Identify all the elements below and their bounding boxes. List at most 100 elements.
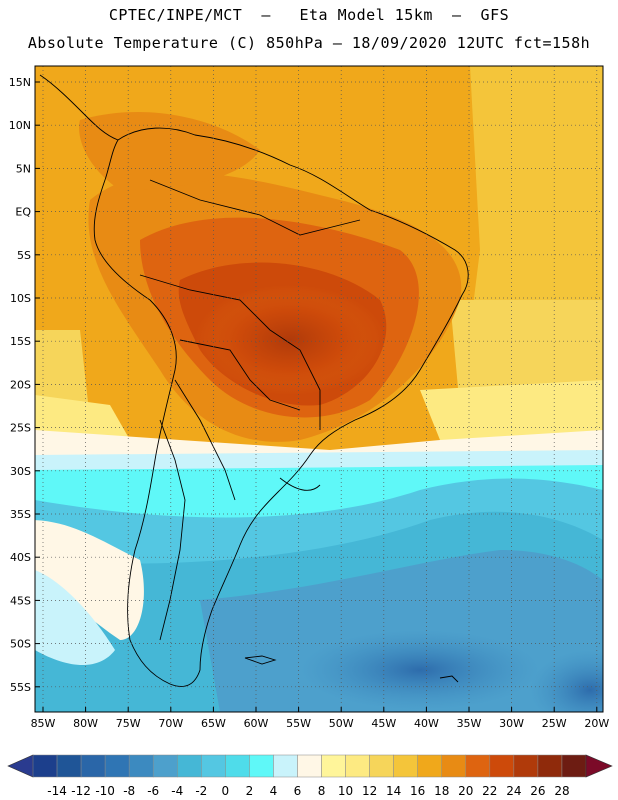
lat-label: 5S <box>17 249 31 262</box>
chart-title-line-1: CPTEC/INPE/MCT – Eta Model 15km – GFS <box>108 6 510 24</box>
field-hot-core <box>195 285 385 395</box>
field-patagonia-mild <box>35 570 115 665</box>
colorbar-label: 26 <box>530 784 545 798</box>
colorbar-swatch <box>32 754 58 778</box>
colorbar-label: -14 <box>47 784 67 798</box>
colorbar-swatch <box>321 754 346 778</box>
colorbar-label: -8 <box>123 784 135 798</box>
lat-label: 50S <box>10 638 31 651</box>
lon-label: 80W <box>73 717 98 730</box>
lon-label: 25W <box>542 717 567 730</box>
colorbar-swatch <box>128 754 154 778</box>
temperature-field <box>35 66 603 712</box>
colorbar-swatch <box>561 754 587 778</box>
rio-de-la-plata <box>279 477 321 491</box>
colorbar-swatch <box>225 754 250 778</box>
colorbar-swatch <box>273 754 298 778</box>
colorbar-label: 12 <box>362 784 377 798</box>
lon-label: 30W <box>499 717 524 730</box>
colorbar-swatch <box>80 754 106 778</box>
lat-label: 5N <box>16 162 31 175</box>
lon-label: 40W <box>414 717 439 730</box>
lon-label: 75W <box>116 717 141 730</box>
colorbar-label: 2 <box>246 784 254 798</box>
colorbar-swatch <box>152 754 178 778</box>
border-argentina <box>174 379 236 501</box>
colorbar-label: 22 <box>482 784 497 798</box>
lon-label: 70W <box>158 717 183 730</box>
colorbar-swatch <box>249 754 274 778</box>
colorbar-label: 16 <box>410 784 425 798</box>
lon-label: 65W <box>201 717 226 730</box>
colorbar-label: 10 <box>338 784 353 798</box>
colorbar-labels: -14 -12 -10 -8 -6 -4 -2 0 2 4 6 8 10 12 14 16 18 20 22 24 26… <box>47 784 569 798</box>
chart-title-line-2: Absolute Temperature (C) 850hPa – 18/09/… <box>27 34 591 52</box>
colorbar-underflow <box>7 754 34 778</box>
colorbar-label: -12 <box>71 784 91 798</box>
colorbar-swatch <box>297 754 322 778</box>
colorbar-swatch <box>104 754 130 778</box>
central-america <box>39 74 119 141</box>
colorbar-label: 18 <box>434 784 449 798</box>
colorbar-swatch <box>417 754 442 778</box>
colorbar-label: 6 <box>294 784 302 798</box>
border-chile <box>159 419 186 641</box>
colorbar-label: 4 <box>270 784 278 798</box>
colorbar-swatch <box>537 754 563 778</box>
colorbar-label: 8 <box>318 784 326 798</box>
colorbar-swatch <box>465 754 491 778</box>
lon-label: 55W <box>286 717 311 730</box>
colorbar-swatch <box>369 754 394 778</box>
colorbar-label: -6 <box>147 784 159 798</box>
latitude-labels: 15N 10N 5N EQ 5S 10S 15S 20S 25S 30S 35S 40S 45S 50S 5… <box>9 76 40 694</box>
lon-label: 45W <box>371 717 396 730</box>
field-cold-core-2 <box>530 650 603 712</box>
colorbar-label: 14 <box>386 784 401 798</box>
lon-label: 20W <box>584 717 609 730</box>
lat-label: 10N <box>9 119 31 132</box>
plot-frame <box>34 65 604 713</box>
field-caribbean-warm <box>79 111 261 190</box>
lat-label: 15S <box>10 335 31 348</box>
border-brazil-west <box>139 274 321 430</box>
lon-label: 50W <box>329 717 354 730</box>
colorbar-swatch <box>56 754 82 778</box>
lat-label: 55S <box>10 681 31 694</box>
colorbar-swatch <box>201 754 226 778</box>
field-patagonia-warm <box>35 520 144 640</box>
lon-label: 60W <box>244 717 269 730</box>
colorbar-label: -4 <box>171 784 183 798</box>
lat-label: 35S <box>10 508 31 521</box>
lat-label: 45S <box>10 594 31 607</box>
longitude-labels: 85W 80W 75W 70W 65W 60W 55W 50W 45W 40W 35W 30W 25W 2… <box>31 707 609 730</box>
field-cold-core <box>300 630 540 710</box>
colorbar-swatch <box>489 754 515 778</box>
colorbar-label: -10 <box>95 784 115 798</box>
lat-lon-grid <box>35 66 603 712</box>
colorbar <box>7 754 613 778</box>
lat-label: EQ <box>15 206 31 219</box>
lat-label: 15N <box>9 76 31 89</box>
border-north <box>149 179 361 236</box>
colorbar-swatch <box>393 754 418 778</box>
south-georgia <box>439 675 459 683</box>
lat-label: 30S <box>10 465 31 478</box>
colorbar-label: 24 <box>506 784 521 798</box>
lat-label: 40S <box>10 551 31 564</box>
colorbar-overflow <box>585 754 613 778</box>
colorbar-swatch <box>441 754 467 778</box>
colorbar-swatch <box>177 754 202 778</box>
colorbar-swatch <box>513 754 539 778</box>
colorbar-label: 28 <box>554 784 569 798</box>
colorbar-label: 20 <box>458 784 473 798</box>
lon-label: 85W <box>31 717 56 730</box>
lat-label: 20S <box>10 378 31 391</box>
lat-label: 10S <box>10 292 31 305</box>
colorbar-label: -2 <box>195 784 207 798</box>
lat-label: 25S <box>10 422 31 435</box>
colorbar-label: 0 <box>222 784 230 798</box>
colorbar-swatch <box>345 754 370 778</box>
south-america-outline <box>93 127 469 687</box>
lon-label: 35W <box>457 717 482 730</box>
